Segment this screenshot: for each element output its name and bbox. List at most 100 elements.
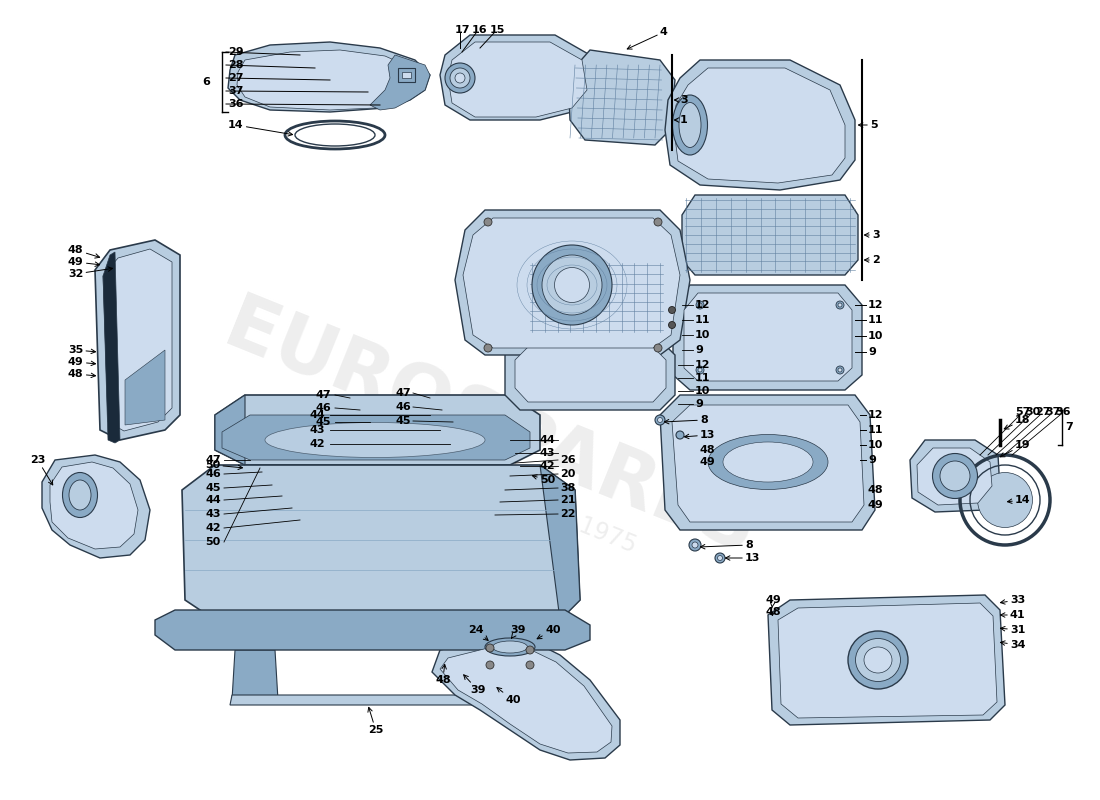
Text: 31: 31 [1001, 625, 1025, 635]
Text: 49: 49 [68, 257, 99, 267]
Ellipse shape [669, 322, 675, 329]
Text: 1: 1 [674, 115, 688, 125]
Polygon shape [370, 55, 430, 110]
Ellipse shape [978, 473, 1033, 527]
Polygon shape [540, 465, 580, 620]
Text: 48: 48 [764, 607, 781, 617]
Text: 45: 45 [205, 483, 220, 493]
Polygon shape [103, 252, 120, 443]
Polygon shape [568, 50, 675, 145]
Text: 39: 39 [464, 675, 485, 695]
Text: 8: 8 [701, 540, 752, 550]
Text: 25: 25 [367, 707, 384, 735]
Polygon shape [182, 465, 580, 620]
Polygon shape [236, 50, 420, 110]
Text: 48: 48 [700, 445, 716, 455]
Text: 45: 45 [315, 417, 330, 427]
Polygon shape [402, 72, 411, 78]
Polygon shape [222, 415, 530, 460]
Ellipse shape [715, 553, 725, 563]
Text: 39: 39 [510, 625, 526, 638]
Ellipse shape [940, 461, 970, 491]
Ellipse shape [676, 431, 684, 439]
Text: 46: 46 [395, 402, 410, 412]
Polygon shape [682, 195, 858, 275]
Text: 36: 36 [228, 99, 243, 109]
Text: 27: 27 [1035, 407, 1050, 417]
Text: 28: 28 [228, 60, 243, 70]
Text: 44: 44 [205, 495, 221, 505]
Ellipse shape [554, 267, 590, 302]
Text: 44: 44 [540, 435, 556, 445]
Polygon shape [230, 695, 510, 705]
Ellipse shape [836, 366, 844, 374]
Polygon shape [155, 610, 590, 650]
Text: 12: 12 [695, 360, 711, 370]
Text: 10: 10 [695, 386, 711, 396]
Text: 11: 11 [695, 315, 711, 325]
Text: 8: 8 [664, 415, 707, 425]
Ellipse shape [485, 638, 535, 656]
Text: 46: 46 [205, 469, 221, 479]
Ellipse shape [696, 301, 704, 309]
Text: 9: 9 [695, 399, 703, 409]
Text: 50: 50 [532, 474, 556, 485]
Text: 19: 19 [1000, 440, 1031, 457]
Ellipse shape [708, 434, 828, 490]
Ellipse shape [486, 661, 494, 669]
Text: 6: 6 [202, 77, 210, 87]
Ellipse shape [493, 641, 528, 653]
Text: 40: 40 [497, 687, 520, 705]
Ellipse shape [532, 245, 612, 325]
Text: 45: 45 [395, 416, 410, 426]
Text: 2: 2 [865, 255, 880, 265]
Text: 49: 49 [700, 457, 716, 467]
Text: 9: 9 [868, 455, 876, 465]
Ellipse shape [717, 555, 723, 561]
Text: 46: 46 [315, 403, 331, 413]
Ellipse shape [450, 68, 470, 88]
Ellipse shape [692, 542, 698, 548]
Text: 34: 34 [1000, 640, 1025, 650]
Ellipse shape [654, 415, 666, 425]
Ellipse shape [484, 344, 492, 352]
Polygon shape [440, 648, 612, 753]
Ellipse shape [526, 661, 534, 669]
Text: 29: 29 [228, 47, 243, 57]
Ellipse shape [484, 218, 492, 226]
Ellipse shape [856, 638, 901, 682]
Polygon shape [214, 395, 245, 465]
Ellipse shape [838, 303, 842, 307]
Text: EUROSPARES: EUROSPARES [213, 290, 767, 570]
Text: 36: 36 [1055, 407, 1070, 417]
Text: 13: 13 [684, 430, 715, 440]
Text: 37: 37 [228, 86, 243, 96]
Ellipse shape [526, 646, 534, 654]
Text: 48: 48 [434, 665, 451, 685]
Polygon shape [95, 240, 180, 440]
Ellipse shape [654, 218, 662, 226]
Polygon shape [103, 249, 172, 431]
Ellipse shape [679, 102, 701, 147]
Ellipse shape [658, 418, 662, 422]
Polygon shape [672, 405, 864, 522]
Polygon shape [768, 595, 1005, 725]
Polygon shape [684, 293, 853, 381]
Text: 43: 43 [310, 425, 326, 435]
Ellipse shape [63, 473, 98, 518]
Text: 26: 26 [560, 455, 575, 465]
Text: 42: 42 [540, 461, 556, 471]
Text: 24: 24 [468, 625, 488, 641]
Text: 5: 5 [858, 120, 878, 130]
Ellipse shape [698, 368, 702, 372]
Text: 48: 48 [68, 245, 100, 258]
Text: 13: 13 [726, 553, 760, 563]
Ellipse shape [542, 255, 602, 315]
Text: 48: 48 [68, 369, 96, 379]
Ellipse shape [864, 647, 892, 673]
Text: 38: 38 [560, 483, 575, 493]
Polygon shape [50, 462, 138, 549]
Ellipse shape [654, 344, 662, 352]
Text: 47: 47 [205, 455, 221, 465]
Polygon shape [778, 603, 997, 718]
